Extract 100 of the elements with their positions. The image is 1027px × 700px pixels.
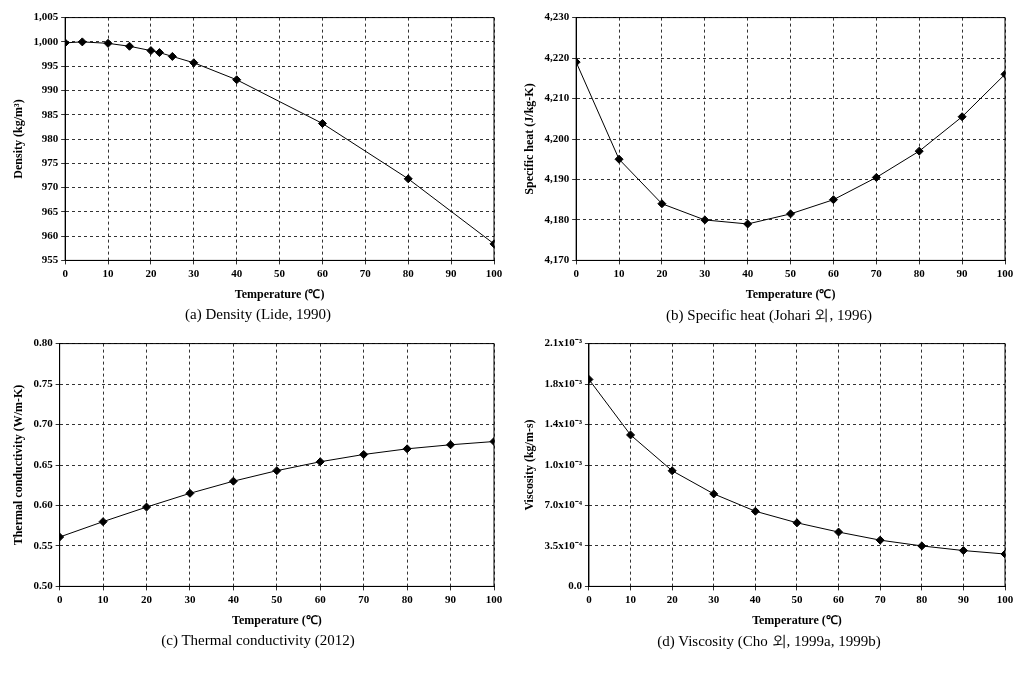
- y-tick-label: 985: [41, 107, 59, 120]
- point: [786, 209, 796, 219]
- y-axis-title: Thermal conductivity (W/m-K): [11, 384, 26, 546]
- x-tick-label: 70: [358, 592, 370, 605]
- point: [103, 38, 113, 48]
- x-axis-title: Temperature (℃): [752, 612, 842, 627]
- x-tick-label: 10: [97, 592, 110, 605]
- x-tick-label: 60: [833, 592, 845, 605]
- point: [750, 506, 760, 516]
- point: [743, 219, 753, 229]
- point: [626, 430, 636, 440]
- x-tick-label: 100: [996, 266, 1014, 279]
- y-tick-label: 0.80: [33, 336, 54, 349]
- x-tick-label: 80: [401, 592, 414, 605]
- x-tick-label: 50: [271, 592, 283, 605]
- x-tick-label: 30: [699, 266, 711, 279]
- point: [914, 146, 924, 156]
- x-tick-label: 80: [913, 266, 926, 279]
- point: [709, 489, 719, 499]
- x-tick-label: 90: [445, 592, 457, 605]
- x-tick-label: 10: [102, 266, 115, 279]
- point: [124, 41, 134, 51]
- y-tick-label: 4,210: [544, 91, 570, 104]
- point: [828, 195, 838, 205]
- x-tick-label: 60: [316, 266, 329, 279]
- y-tick-label: 7.0x10⁻⁴: [544, 498, 583, 511]
- y-axis-title: Viscosity (kg/m-s): [522, 419, 537, 511]
- y-tick-label: 0.0: [568, 579, 583, 592]
- x-tick-label: 10: [625, 592, 637, 605]
- point: [146, 46, 156, 56]
- text: (b) Specific heat (Johari 외, 1996): [665, 306, 873, 325]
- y-tick-label: 0.70: [33, 417, 54, 430]
- x-tick-label: 40: [227, 592, 240, 605]
- point: [155, 48, 164, 58]
- point: [232, 75, 242, 85]
- y-tick-label: 1.0x10⁻³: [544, 457, 583, 470]
- point: [446, 440, 456, 450]
- x-tick-label: 90: [956, 266, 969, 279]
- x-tick-label: 70: [870, 266, 883, 279]
- x-tick-label: 40: [231, 266, 243, 279]
- text: (c) Thermal conductivity (2012): [160, 632, 356, 650]
- point: [614, 154, 624, 164]
- x-axis-title: Temperature (℃): [232, 612, 322, 627]
- x-tick-label: 20: [145, 266, 157, 279]
- y-tick-label: 0.60: [33, 498, 54, 511]
- y-tick-label: 955: [41, 253, 59, 266]
- point: [228, 476, 238, 486]
- x-tick-label: 50: [274, 266, 286, 279]
- x-axis-title: Temperature (℃): [234, 286, 325, 301]
- y-tick-label: 965: [41, 204, 59, 217]
- point: [359, 449, 369, 459]
- x-tick-label: 0: [56, 592, 63, 605]
- y-tick-label: 990: [41, 83, 59, 96]
- y-tick-label: 0.55: [33, 538, 54, 551]
- point: [917, 541, 927, 551]
- x-tick-label: 10: [613, 266, 626, 279]
- x-tick-label: 20: [656, 266, 668, 279]
- point: [142, 502, 152, 512]
- x-tick-label: 60: [314, 592, 327, 605]
- point: [317, 118, 327, 128]
- x-tick-label: 50: [791, 592, 803, 605]
- text: (a) Density (Lide, 1990): [184, 306, 332, 324]
- point: [315, 457, 325, 467]
- point: [272, 466, 282, 476]
- y-tick-label: 0.50: [33, 579, 54, 592]
- y-tick-label: 1,005: [33, 10, 59, 23]
- x-tick-label: 80: [916, 592, 928, 605]
- x-tick-label: 100: [485, 592, 503, 605]
- point: [667, 466, 677, 476]
- y-tick-label: 970: [41, 180, 59, 193]
- x-tick-label: 40: [749, 592, 762, 605]
- point: [403, 174, 413, 184]
- point: [700, 215, 710, 225]
- x-tick-label: 60: [827, 266, 840, 279]
- x-tick-label: 20: [666, 592, 679, 605]
- x-tick-label: 50: [785, 266, 797, 279]
- y-tick-label: 1.8x10⁻³: [544, 376, 583, 389]
- x-tick-label: 40: [742, 266, 754, 279]
- x-tick-label: 100: [996, 592, 1014, 605]
- point: [167, 51, 177, 61]
- x-tick-label: 80: [402, 266, 415, 279]
- x-tick-label: 0: [573, 266, 580, 279]
- y-axis-title: Specific heat (J/kg-K): [522, 83, 537, 195]
- point: [402, 444, 412, 454]
- x-tick-label: 90: [445, 266, 458, 279]
- x-tick-label: 90: [957, 592, 970, 605]
- y-tick-label: 975: [41, 156, 59, 169]
- point: [98, 517, 108, 527]
- y-tick-label: 3.5x10⁻⁴: [544, 538, 583, 551]
- point: [657, 199, 667, 209]
- x-tick-label: 0: [586, 592, 593, 605]
- x-tick-label: 20: [141, 592, 153, 605]
- x-tick-label: 30: [188, 266, 200, 279]
- x-tick-label: 70: [874, 592, 887, 605]
- y-tick-label: 4,200: [544, 131, 570, 144]
- y-tick-label: 2.1x10⁻³: [544, 336, 583, 349]
- y-tick-label: 1,000: [33, 34, 59, 47]
- y-tick-label: 4,220: [544, 50, 570, 63]
- y-tick-label: 4,180: [544, 212, 570, 225]
- point: [77, 37, 87, 47]
